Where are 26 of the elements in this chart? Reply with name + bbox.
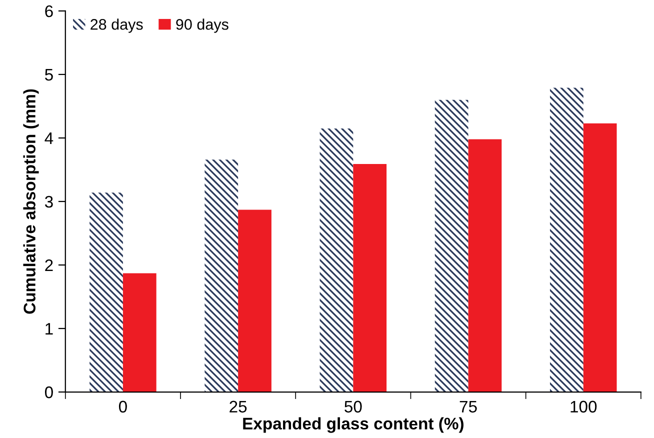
legend-label: 28 days [90,18,143,33]
x-tick-label: 100 [570,400,597,413]
x-tick-label: 0 [118,400,127,413]
bar [468,139,502,392]
y-tick-label: 5 [44,69,53,81]
y-tick-label: 1 [46,323,53,335]
bar [353,164,387,392]
x-tick-label: 75 [460,400,477,413]
x-tick-label: 25 [230,400,247,413]
x-tick-label: 50 [344,400,362,413]
bar [550,88,584,392]
legend-label: 90 days [176,18,228,33]
y-tick-label: 6 [45,5,53,18]
bar [238,210,272,392]
bar [122,273,156,392]
y-tick-label: 2 [45,259,53,272]
x-axis-title: Expanded glass content (%) [243,417,464,433]
y-tick-label: 0 [44,386,53,398]
bar [204,160,238,392]
y-tick-label: 3 [44,196,53,208]
y-axis-title: Cumulative absorption (mm) [23,89,39,314]
bar [320,128,354,392]
bar [90,192,123,392]
bar [583,123,617,392]
y-tick-label: 4 [44,132,54,144]
bar [434,100,468,392]
